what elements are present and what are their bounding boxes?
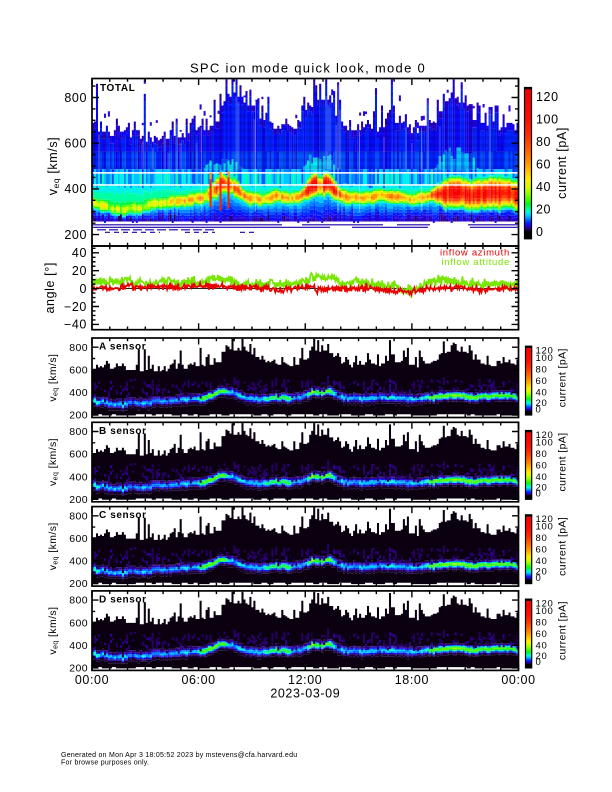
svg-text:00:00: 00:00 [501, 673, 535, 687]
svg-text:40: 40 [536, 556, 548, 567]
svg-text:600: 600 [69, 449, 88, 461]
svg-text:20: 20 [536, 203, 551, 217]
svg-text:0: 0 [536, 657, 542, 668]
svg-text:80: 80 [536, 533, 548, 544]
svg-text:400: 400 [64, 182, 87, 196]
svg-text:20: 20 [536, 651, 548, 662]
svg-text:12:00: 12:00 [288, 673, 322, 687]
svg-text:80: 80 [536, 449, 548, 460]
svg-text:TOTAL: TOTAL [100, 83, 135, 94]
svg-text:00:00: 00:00 [75, 673, 109, 687]
svg-text:veq [km/s]: veq [km/s] [47, 607, 60, 655]
svg-text:0: 0 [79, 282, 87, 296]
svg-text:40: 40 [536, 180, 551, 194]
svg-text:06:00: 06:00 [181, 673, 215, 687]
svg-text:60: 60 [536, 376, 548, 387]
svg-text:120: 120 [536, 90, 559, 104]
svg-text:800: 800 [69, 510, 88, 522]
svg-text:veq [km/s]: veq [km/s] [47, 522, 60, 570]
svg-text:SPC ion mode quick look, mode: SPC ion mode quick look, mode 0 [190, 61, 426, 76]
svg-text:200: 200 [64, 228, 87, 242]
svg-text:20: 20 [536, 398, 548, 409]
svg-text:120: 120 [536, 430, 554, 441]
svg-text:100: 100 [536, 437, 554, 448]
svg-text:60: 60 [536, 545, 548, 556]
svg-text:600: 600 [69, 617, 88, 629]
svg-text:40: 40 [536, 472, 548, 483]
svg-text:120: 120 [536, 598, 554, 609]
svg-text:Generated on Mon Apr 3 18:05:: Generated on Mon Apr 3 18:05:52 2023 by … [61, 752, 297, 759]
svg-text:120: 120 [536, 346, 554, 357]
svg-text:60: 60 [536, 460, 548, 471]
svg-text:60: 60 [536, 158, 551, 172]
svg-text:0: 0 [536, 573, 542, 584]
svg-text:0: 0 [536, 404, 542, 415]
svg-text:800: 800 [69, 342, 88, 354]
svg-text:200: 200 [69, 663, 88, 675]
svg-text:400: 400 [69, 471, 88, 483]
svg-text:100: 100 [536, 353, 554, 364]
svg-text:100: 100 [536, 113, 559, 127]
svg-text:C sensor: C sensor [99, 510, 147, 521]
svg-text:current [pA]: current [pA] [557, 601, 569, 660]
svg-text:100: 100 [536, 522, 554, 533]
svg-text:20: 20 [536, 567, 548, 578]
svg-text:80: 80 [536, 365, 548, 376]
svg-text:800: 800 [64, 91, 87, 105]
svg-text:400: 400 [69, 640, 88, 652]
svg-text:80: 80 [536, 135, 551, 149]
svg-text:40: 40 [72, 246, 87, 260]
svg-text:600: 600 [69, 533, 88, 545]
svg-text:200: 200 [69, 410, 88, 422]
svg-text:600: 600 [69, 364, 88, 376]
svg-text:−40: −40 [64, 318, 87, 332]
svg-text:600: 600 [64, 137, 87, 151]
svg-text:current [pA]: current [pA] [557, 348, 569, 407]
svg-text:current [pA]: current [pA] [557, 432, 569, 491]
svg-text:100: 100 [536, 606, 554, 617]
svg-text:200: 200 [69, 494, 88, 506]
svg-text:80: 80 [536, 617, 548, 628]
svg-text:−20: −20 [64, 300, 87, 314]
svg-text:18:00: 18:00 [395, 673, 429, 687]
svg-text:20: 20 [536, 482, 548, 493]
svg-text:60: 60 [536, 629, 548, 640]
svg-text:800: 800 [69, 595, 88, 607]
svg-text:0: 0 [536, 489, 542, 500]
svg-text:2023-03-09: 2023-03-09 [270, 687, 340, 701]
svg-text:For browse purposes only.: For browse purposes only. [61, 760, 149, 767]
svg-text:40: 40 [536, 640, 548, 651]
svg-text:current [pA]: current [pA] [555, 127, 569, 199]
svg-text:400: 400 [69, 556, 88, 568]
svg-text:D sensor: D sensor [99, 594, 147, 605]
svg-text:40: 40 [536, 388, 548, 399]
svg-text:B sensor: B sensor [99, 426, 147, 437]
svg-text:inflow azimuth: inflow azimuth [440, 248, 510, 259]
svg-text:400: 400 [69, 387, 88, 399]
svg-text:120: 120 [536, 514, 554, 525]
svg-text:A sensor: A sensor [99, 342, 146, 353]
svg-text:inflow attitude: inflow attitude [441, 257, 510, 268]
svg-text:0: 0 [536, 225, 544, 239]
svg-text:800: 800 [69, 426, 88, 438]
svg-text:current [pA]: current [pA] [557, 517, 569, 576]
svg-text:angle [°]: angle [°] [43, 262, 57, 313]
svg-text:200: 200 [69, 578, 88, 590]
svg-text:20: 20 [72, 264, 87, 278]
